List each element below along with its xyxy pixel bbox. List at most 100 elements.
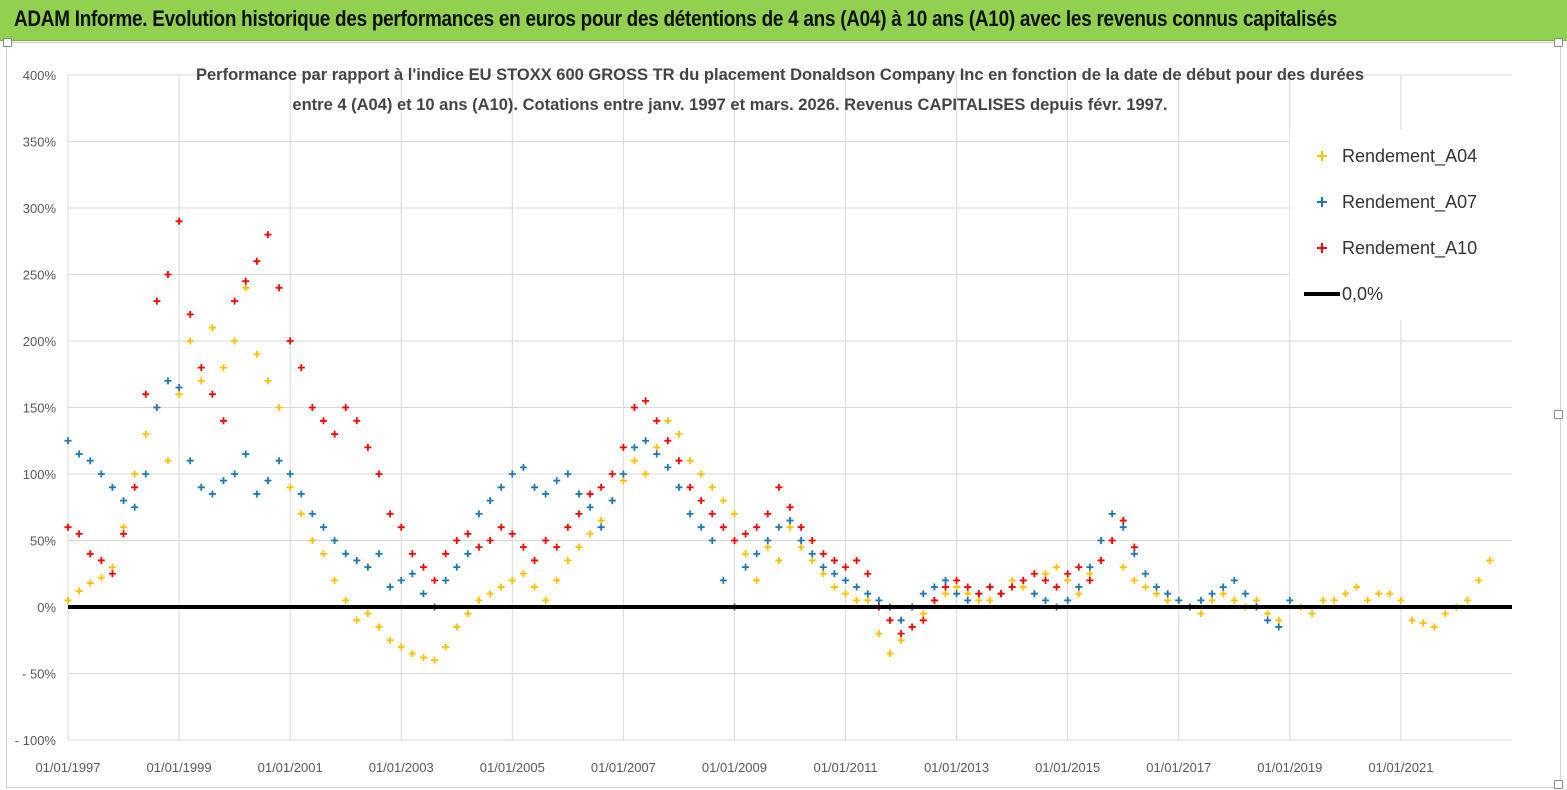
data-point [264, 231, 272, 239]
resize-handle[interactable] [3, 38, 12, 47]
data-point [220, 417, 228, 425]
data-point [1230, 596, 1238, 604]
data-point [375, 623, 383, 631]
y-tick-label: - 100% [15, 733, 57, 748]
data-point [608, 470, 616, 478]
data-point [1008, 576, 1016, 584]
data-point [386, 636, 394, 644]
data-point [919, 610, 927, 618]
data-point [642, 397, 650, 405]
data-point [1086, 563, 1094, 571]
data-point [1086, 576, 1094, 584]
grid-layer [67, 74, 1512, 741]
data-point [619, 443, 627, 451]
data-point [375, 550, 383, 558]
data-point [319, 550, 327, 558]
data-point [608, 497, 616, 505]
data-point [264, 477, 272, 485]
data-point [453, 537, 461, 544]
legend: Rendement_A04 Rendement_A07 Rendement_A10 0… [1290, 130, 1522, 320]
data-point [108, 570, 116, 578]
data-point [97, 574, 105, 582]
data-point [797, 543, 805, 551]
data-point [75, 450, 83, 458]
data-point [1141, 583, 1149, 591]
resize-handle[interactable] [1554, 38, 1563, 47]
data-point [342, 596, 350, 604]
data-point [475, 596, 483, 604]
data-point [575, 490, 583, 498]
data-point [897, 636, 905, 644]
data-point [1164, 596, 1172, 604]
data-point [742, 530, 750, 538]
data-point [730, 537, 738, 544]
data-point [175, 384, 183, 392]
data-point [1019, 576, 1027, 584]
data-point [286, 337, 294, 345]
data-point [120, 530, 128, 538]
data-point [830, 570, 838, 578]
data-point [453, 563, 461, 571]
data-point [331, 537, 339, 544]
data-point [431, 576, 439, 584]
x-axis-ticks: 01/01/1997 01/01/1999 01/01/2001 01/01/2003… [35, 760, 1433, 775]
resize-handle[interactable] [1554, 410, 1563, 419]
data-point [964, 590, 972, 598]
data-point [642, 437, 650, 445]
data-point [97, 556, 105, 564]
data-point [930, 583, 938, 591]
data-point [1053, 583, 1061, 591]
data-point [942, 576, 950, 584]
data-point [786, 523, 794, 531]
data-point [597, 523, 605, 531]
data-point [286, 483, 294, 491]
chart-title-line1: Performance par rapport à l'indice EU ST… [196, 66, 1364, 84]
data-point [1230, 576, 1238, 584]
y-tick-label: 300% [23, 201, 57, 216]
data-point [775, 556, 783, 564]
data-point [1108, 510, 1116, 518]
data-point [653, 417, 661, 425]
data-point [919, 590, 927, 598]
data-point [542, 537, 550, 544]
data-point [419, 563, 427, 571]
resize-handle[interactable] [1554, 780, 1563, 789]
data-point [1319, 596, 1327, 604]
data-point [142, 470, 150, 478]
data-point [964, 596, 972, 604]
data-point [875, 596, 883, 604]
data-point [1030, 590, 1038, 598]
data-point [208, 390, 216, 398]
data-point [1108, 537, 1116, 544]
data-point [786, 517, 794, 525]
data-point [1430, 623, 1438, 631]
y-tick-label: 200% [23, 334, 57, 349]
data-point [1119, 523, 1127, 531]
data-point [164, 377, 172, 385]
data-point [1208, 596, 1216, 604]
data-point [519, 570, 527, 578]
data-point [864, 590, 872, 598]
data-point [1475, 576, 1483, 584]
legend-marker [1317, 151, 1327, 161]
data-point [242, 450, 250, 458]
data-point [842, 563, 850, 571]
data-point [197, 364, 205, 372]
data-point [519, 543, 527, 551]
data-point [1141, 570, 1149, 578]
data-point [253, 257, 261, 265]
data-point [1064, 570, 1072, 578]
data-point [808, 537, 816, 544]
data-point [86, 550, 94, 558]
data-point [1086, 570, 1094, 578]
data-point [142, 430, 150, 438]
data-point [186, 457, 194, 465]
header-banner: ADAM Informe. Evolution historique des p… [0, 0, 1567, 41]
legend-label: 0,0% [1342, 284, 1383, 304]
data-point [730, 510, 738, 518]
data-point [231, 297, 239, 305]
chart-title-line2: entre 4 (A04) et 10 ans (A10). Cotations… [292, 96, 1167, 114]
data-point [486, 497, 494, 505]
data-point [597, 483, 605, 491]
data-point [64, 523, 72, 531]
